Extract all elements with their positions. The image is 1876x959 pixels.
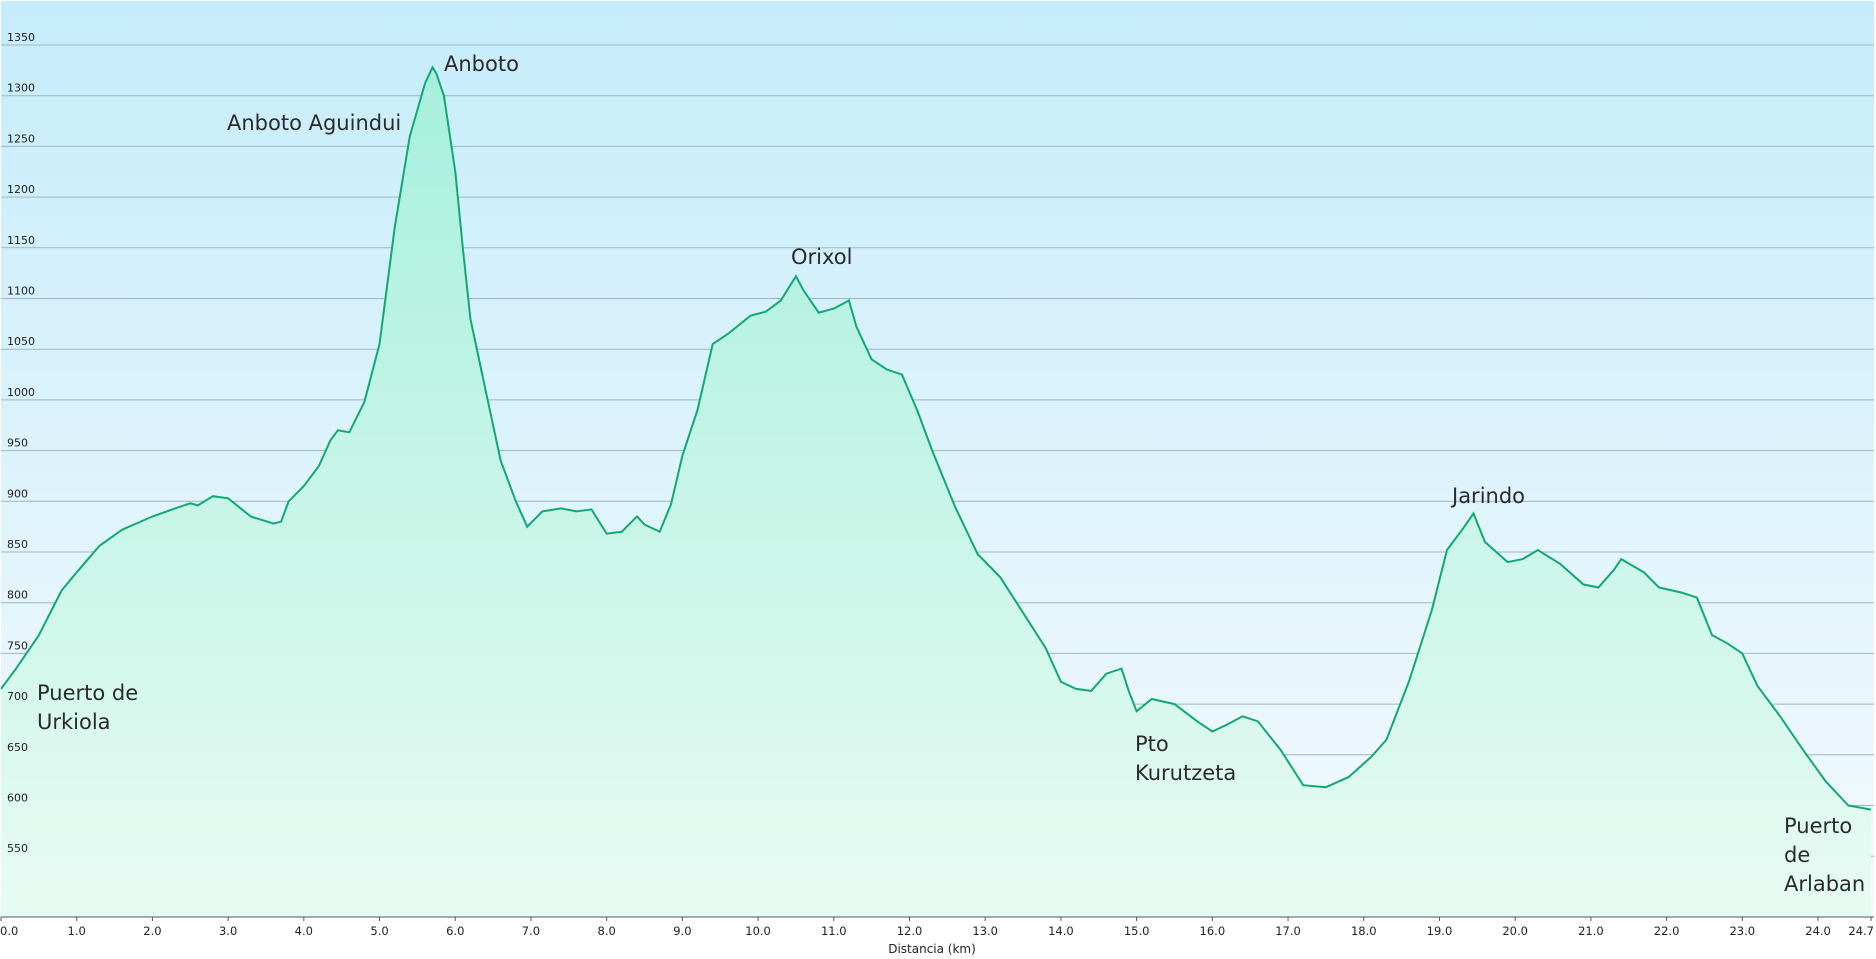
y-tick-label: 750 bbox=[7, 639, 28, 652]
x-tick-label: 16.0 bbox=[1200, 924, 1226, 938]
x-tick-label: 21.0 bbox=[1578, 924, 1604, 938]
y-tick-label: 900 bbox=[7, 487, 28, 500]
y-tick-label: 550 bbox=[7, 842, 28, 855]
x-tick-label: 12.0 bbox=[897, 924, 923, 938]
x-tick-label: 10.0 bbox=[745, 924, 771, 938]
y-tick-label: 1000 bbox=[7, 386, 35, 399]
x-tick-label: 0.0 bbox=[0, 924, 18, 938]
peak-label: Jarindo bbox=[1450, 484, 1525, 508]
peak-label: Pto Kurutzeta bbox=[1135, 732, 1236, 785]
x-tick-label: 4.0 bbox=[295, 924, 313, 938]
y-tick-label: 800 bbox=[7, 589, 28, 602]
y-tick-label: 1150 bbox=[7, 234, 35, 247]
x-tick-label: 2.0 bbox=[143, 924, 161, 938]
peak-annotations: Puerto de Urkiola Anboto Aguindui Anboto Ori… bbox=[37, 52, 1865, 896]
y-tick-label: 950 bbox=[7, 437, 28, 450]
x-tick-label: 8.0 bbox=[598, 924, 616, 938]
y-tick-label: 1100 bbox=[7, 285, 35, 298]
x-tick-label: 17.0 bbox=[1275, 924, 1301, 938]
x-tick-label: 9.0 bbox=[673, 924, 691, 938]
x-tick-label: 5.0 bbox=[370, 924, 388, 938]
x-tick-label: 6.0 bbox=[446, 924, 464, 938]
peak-label: Orixol bbox=[791, 245, 852, 269]
y-tick-label: 850 bbox=[7, 538, 28, 551]
x-tick-label: 1.0 bbox=[68, 924, 86, 938]
peak-label: Anboto Aguindui bbox=[227, 111, 401, 135]
elevation-line bbox=[0, 65, 1872, 811]
x-tick-label: 11.0 bbox=[821, 924, 847, 938]
x-tick-label: 19.0 bbox=[1427, 924, 1453, 938]
x-axis-label: Distancia (km) bbox=[888, 942, 976, 956]
x-tick-label: 3.0 bbox=[219, 924, 237, 938]
elevation-area bbox=[1, 67, 1871, 918]
y-tick-label: 1300 bbox=[7, 82, 35, 95]
peak-label: Anboto bbox=[444, 52, 519, 76]
peak-label: Puerto de Arlaban bbox=[1784, 814, 1865, 896]
x-tick-label: 20.0 bbox=[1502, 924, 1528, 938]
y-tick-label: 1250 bbox=[7, 132, 35, 145]
x-tick-label: 24.0 bbox=[1805, 924, 1831, 938]
y-tick-label: 650 bbox=[7, 741, 28, 754]
peak-label: Puerto de Urkiola bbox=[37, 681, 138, 734]
y-tick-label: 1050 bbox=[7, 335, 35, 348]
y-tick-label: 600 bbox=[7, 792, 28, 805]
x-tick-label: 7.0 bbox=[522, 924, 540, 938]
x-tick-label: 23.0 bbox=[1729, 924, 1755, 938]
x-tick-label: 18.0 bbox=[1351, 924, 1377, 938]
y-tick-label: 700 bbox=[7, 690, 28, 703]
y-tick-label: 1200 bbox=[7, 183, 35, 196]
x-tick-label: 13.0 bbox=[972, 924, 998, 938]
x-tick-labels: 0.0 1.0 2.0 3.0 4.0 5.0 6.0 7.0 8.0 9.0 10.0 11.0 12… bbox=[0, 917, 1874, 938]
x-tick-label: 14.0 bbox=[1048, 924, 1074, 938]
x-tick-label: 15.0 bbox=[1124, 924, 1150, 938]
x-tick-label: 22.0 bbox=[1654, 924, 1680, 938]
x-tick-label: 24.7 bbox=[1848, 924, 1874, 938]
y-tick-label: 1350 bbox=[7, 31, 35, 44]
y-tick-labels: 550 600 650 700 750 800 850 900 950 1000 1050 1100 1… bbox=[7, 31, 35, 855]
